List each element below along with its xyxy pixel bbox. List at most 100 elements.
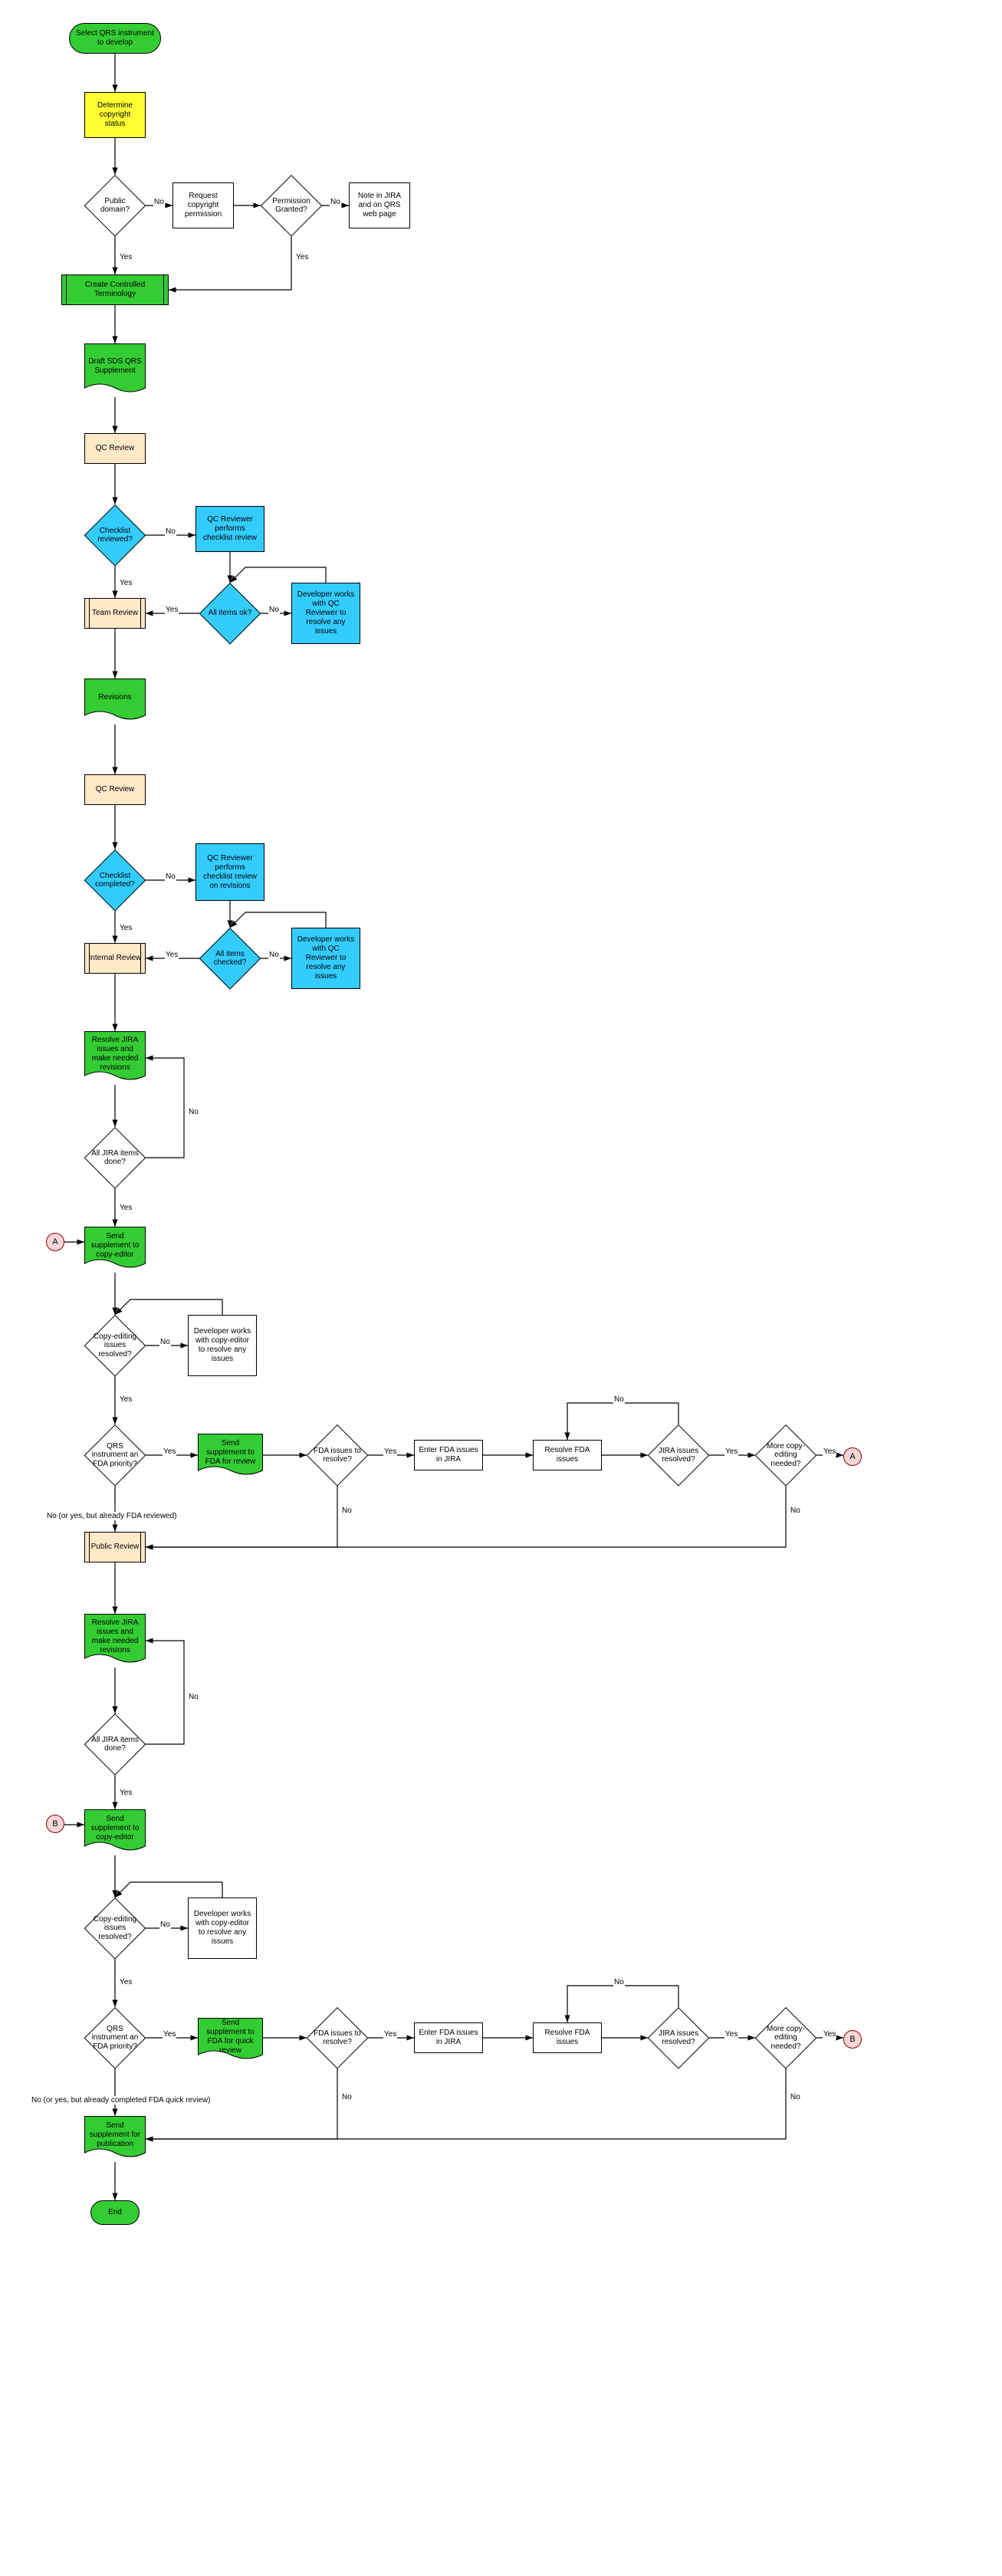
decision-node: JIRA issues resolved? xyxy=(648,1424,709,1486)
node-label: Create Controlled Terminology xyxy=(65,281,165,299)
rect-node: Enter FDA issues in JIRA xyxy=(414,1440,483,1470)
decision-node: All items ok? xyxy=(199,583,261,644)
edge xyxy=(115,1882,222,1898)
node-label: Developer works with QC Reviewer to reso… xyxy=(295,935,356,981)
document-node: Send supplement for publication xyxy=(84,2116,146,2162)
edge-label: No xyxy=(341,1506,353,1515)
node-label: Permission Granted? xyxy=(261,175,322,236)
edge xyxy=(230,567,326,583)
node-label: Send supplement for publication xyxy=(87,2121,143,2149)
node-label: Select QRS instrument to develop xyxy=(73,29,157,48)
node-label: Checklist reviewed? xyxy=(84,504,146,566)
node-label: All items ok? xyxy=(199,583,261,644)
node-label: Developer works with copy-editor to reso… xyxy=(192,1910,253,1947)
node-label: Developer works with QC Reviewer to reso… xyxy=(295,590,356,636)
rect-node: Resolve FDA issues xyxy=(533,1440,602,1470)
connector-A: A xyxy=(46,1233,64,1251)
rect-node: Developer works with QC Reviewer to reso… xyxy=(291,928,360,989)
edge xyxy=(146,1058,184,1158)
edges-layer xyxy=(0,0,1002,2576)
connector-A: A xyxy=(843,1447,862,1466)
node-label: QC Reviewer performs checklist review on… xyxy=(199,854,261,891)
decision-node: Copy-editing issues resolved? xyxy=(84,1315,146,1376)
edge-label: No xyxy=(330,198,341,206)
edge-label: Yes xyxy=(383,1447,397,1456)
edge-label: No xyxy=(188,1693,199,1701)
node-label: Enter FDA issues in JIRA xyxy=(418,1446,479,1464)
edge xyxy=(146,1641,184,1744)
node-label: More copy-editing needed? xyxy=(755,1424,816,1486)
rect-node: QC Review xyxy=(84,774,146,805)
rect-node: Resolve FDA issues xyxy=(533,2022,602,2053)
predef-node: Create Controlled Terminology xyxy=(61,274,169,305)
node-label: Public Review xyxy=(91,1543,140,1552)
edge-label: Yes xyxy=(823,1447,836,1456)
edge-label: Yes xyxy=(165,606,179,614)
edge-label: No xyxy=(341,2093,353,2101)
node-label: Team Review xyxy=(92,609,138,618)
edge-label: Yes xyxy=(119,1978,133,1986)
node-label: Enter FDA issues in JIRA xyxy=(418,2029,479,2047)
decision-node: Permission Granted? xyxy=(261,175,322,236)
edge xyxy=(146,2068,786,2139)
terminator-node: Select QRS instrument to develop xyxy=(69,23,161,54)
rect-node: Note in JIRA and on QRS web page xyxy=(349,182,410,228)
connector-B: B xyxy=(843,2030,862,2049)
node-label: End xyxy=(108,2208,122,2217)
node-label: More copy-editing needed? xyxy=(755,2007,816,2068)
node-label: QRS instrument an FDA priority? xyxy=(84,1424,146,1486)
decision-node: Copy-editing issues resolved? xyxy=(84,1898,146,1959)
edge-label: No xyxy=(790,2093,801,2101)
edge-label: No xyxy=(613,1395,625,1404)
decision-node: More copy-editing needed? xyxy=(755,2007,816,2068)
document-node: Send supplement to copy-editor xyxy=(84,1809,146,1855)
node-label: Resolve FDA issues xyxy=(537,1446,598,1464)
node-label: Resolve JIRA issues and make needed revi… xyxy=(87,1618,143,1655)
edge-label: No xyxy=(165,527,176,536)
node-label: Determine copyright status xyxy=(88,101,142,129)
node-label: QC Review xyxy=(96,785,135,794)
document-node: Send supplement to copy-editor xyxy=(84,1227,146,1273)
node-label: Request copyright permission xyxy=(176,192,230,219)
node-label: Revisions xyxy=(98,693,131,702)
rect-node: QC Review xyxy=(84,433,146,464)
edge-label: No xyxy=(268,606,280,614)
decision-node: FDA issues to resolve? xyxy=(307,2007,368,2068)
node-label: Internal Review xyxy=(89,954,142,963)
node-label: Resolve FDA issues xyxy=(537,2029,598,2047)
edge-label: Yes xyxy=(724,1447,738,1456)
node-label: Checklist completed? xyxy=(84,849,146,911)
document-node: Send supplement to FDA for review xyxy=(198,1434,263,1480)
edge xyxy=(169,236,291,290)
node-label: Public domain? xyxy=(84,175,146,236)
rect-node: Developer works with copy-editor to reso… xyxy=(188,1898,257,1959)
decision-node: QRS instrument an FDA priority? xyxy=(84,2007,146,2068)
rect-node: Developer works with QC Reviewer to reso… xyxy=(291,583,360,644)
decision-node: Checklist reviewed? xyxy=(84,504,146,566)
rect-node: Enter FDA issues in JIRA xyxy=(414,2022,483,2053)
edge-label: No xyxy=(153,198,165,206)
document-node: Revisions xyxy=(84,678,146,724)
edge-label: Yes xyxy=(119,924,133,932)
node-label: JIRA issues resolved? xyxy=(648,1424,709,1486)
rect-node: QC Reviewer performs checklist review on… xyxy=(195,843,264,901)
decision-node: Checklist completed? xyxy=(84,849,146,911)
edge-label: Yes xyxy=(724,2030,738,2039)
decision-node: All JIRA items done? xyxy=(84,1127,146,1188)
edge-label: No xyxy=(188,1108,199,1116)
document-node: Draft SDS QRS Supplement xyxy=(84,343,146,397)
edge xyxy=(146,1486,786,1547)
node-label: Note in JIRA and on QRS web page xyxy=(353,192,406,219)
rect-node: Determine copyright status xyxy=(84,92,146,138)
decision-node: FDA issues to resolve? xyxy=(307,1424,368,1486)
node-label: Send supplement to FDA for quick review xyxy=(201,2019,260,2055)
node-label: Draft SDS QRS Supplement xyxy=(87,357,143,376)
document-node: Resolve JIRA issues and make needed revi… xyxy=(84,1031,146,1085)
edge-label: No xyxy=(268,951,280,959)
node-label: Send supplement to copy-editor xyxy=(87,1815,143,1842)
node-label: QRS instrument an FDA priority? xyxy=(84,2007,146,2068)
node-label: Send supplement to FDA for review xyxy=(201,1439,260,1467)
edge-label: No xyxy=(159,1338,171,1346)
edge-label: No xyxy=(159,1921,171,1929)
node-label: JIRA issues resolved? xyxy=(648,2007,709,2068)
